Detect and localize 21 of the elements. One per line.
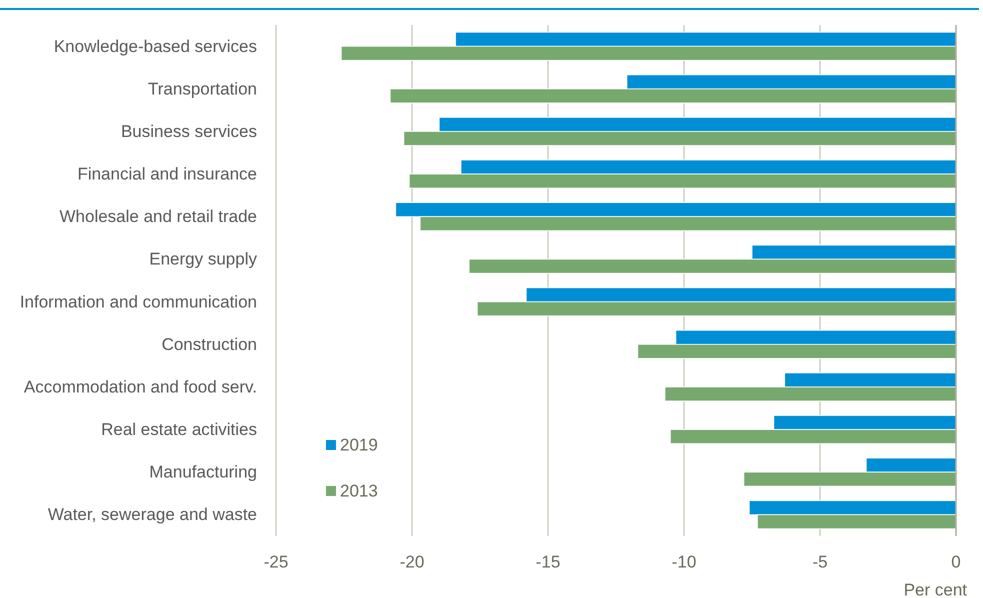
y-tick-label: Wholesale and retail trade [59, 207, 257, 226]
x-tick-label: -5 [812, 552, 828, 572]
y-tick-label: Knowledge-based services [54, 36, 257, 56]
y-tick-label: Manufacturing [149, 462, 257, 482]
y-tick-label: Energy supply [149, 250, 258, 269]
y-tick-label: Financial and insurance [77, 164, 257, 184]
y-tick-label: Real estate activities [101, 420, 257, 440]
y-tick-label: Information and communication [20, 292, 257, 312]
y-tick-label: Construction [162, 334, 257, 354]
x-tick-label: -15 [536, 552, 560, 572]
y-tick-label: Water, sewerage and waste [48, 505, 257, 524]
legend-label: 2019 [340, 436, 378, 454]
x-tick-label: -10 [672, 552, 696, 572]
legend-label: 2013 [340, 482, 378, 500]
x-tick-label: -25 [264, 552, 288, 572]
x-axis-title: Per cent [904, 580, 968, 598]
y-tick-label: Accommodation and food serv. [24, 377, 257, 396]
x-tick-label: 0 [951, 552, 961, 572]
y-tick-label: Business services [120, 122, 257, 141]
y-tick-label: Transportation [148, 79, 257, 98]
x-tick-label: -20 [400, 552, 424, 572]
